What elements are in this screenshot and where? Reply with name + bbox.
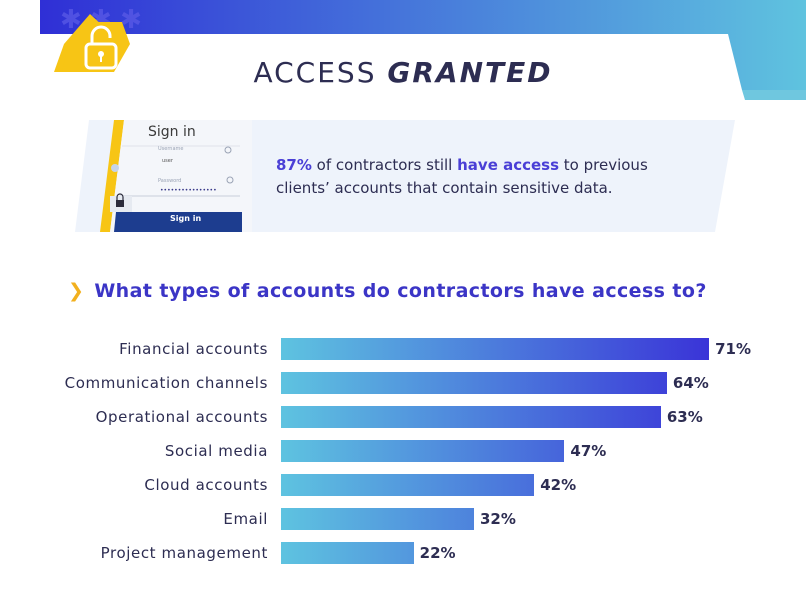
phone-signin-button: Sign in [170, 214, 202, 223]
category-label: Social media [164, 442, 268, 460]
value-label: 32% [479, 510, 516, 528]
bar [281, 338, 710, 360]
stat-highlight-phrase: have access [457, 156, 560, 174]
phone-signin-title: Sign in [148, 124, 196, 140]
category-label: Email [223, 510, 268, 528]
svg-text:••••••••••••••••: •••••••••••••••• [160, 187, 217, 194]
bar [281, 474, 535, 496]
page-title: ACCESS GRANTED [0, 56, 806, 89]
bar [281, 508, 474, 530]
unlocked-padlock-icon [62, 22, 130, 72]
svg-text:Username: Username [158, 146, 184, 152]
value-label: 42% [540, 476, 577, 494]
svg-text:Password: Password [158, 178, 181, 184]
svg-text:user: user [162, 158, 174, 164]
chevron-right-icon: ❯ [68, 280, 85, 302]
stat-percentage: 87% [276, 156, 312, 174]
value-label: 64% [672, 374, 709, 392]
bar [281, 440, 565, 462]
value-label: 71% [715, 340, 752, 358]
title-bold: GRANTED [387, 56, 553, 89]
header-banner: ✱ ✱ ✱ [0, 0, 806, 100]
title-light: ACCESS [253, 56, 377, 89]
value-label: 63% [666, 408, 703, 426]
value-label: 47% [570, 442, 607, 460]
category-label: Communication channels [64, 374, 268, 392]
stat-text-b: to previous clients’ accounts that conta… [276, 156, 648, 197]
bar-chart: Financial accounts 71% Communication chann… [0, 330, 806, 580]
category-label: Operational accounts [95, 408, 268, 426]
stat-text-a: of contractors still [311, 156, 458, 174]
stat-text: 87% of contractors still have access to … [276, 154, 696, 200]
bar [281, 542, 414, 564]
category-label: Cloud accounts [144, 476, 268, 494]
category-label: Financial accounts [119, 340, 268, 358]
phone-illustration: Username user Password •••••••••••••••• [100, 120, 252, 232]
value-label: 22% [419, 544, 456, 562]
bar [281, 406, 661, 428]
chart-question-text: What types of accounts do contractors ha… [94, 280, 707, 302]
bar [281, 372, 667, 394]
chart-question: ❯ What types of accounts do contractors h… [68, 280, 707, 302]
category-label: Project management [100, 544, 268, 562]
